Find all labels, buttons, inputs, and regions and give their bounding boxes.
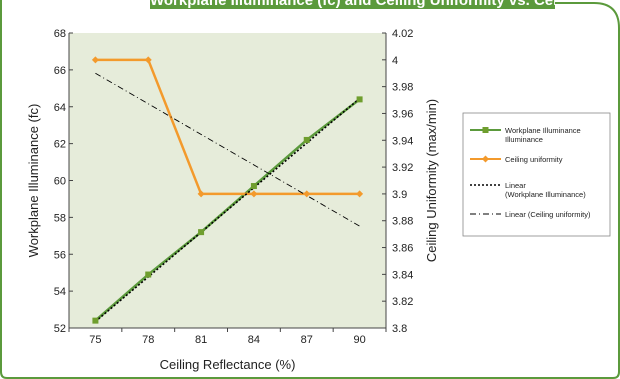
legend-marker-illuminance [482,127,489,133]
illuminance-point [356,96,363,103]
legend-label: Linear (Ceiling uniformity) [505,210,591,219]
y-left-tick-label: 60 [54,176,66,188]
legend-marker-uniformity [482,155,489,163]
y-right-tick-label: 3.9 [392,189,407,201]
y-left-tick-label: 64 [54,102,66,114]
illuminance-point [250,183,257,190]
x-tick-label: 78 [142,334,154,346]
y-right-tick-label: 4.02 [392,28,413,40]
header-bar [150,0,555,9]
illuminance-point [92,317,99,324]
uniformity-point [91,56,99,64]
legend-label: Linear [505,181,526,190]
legend-label: Workplane Illuminance [505,126,581,135]
y-left-tick-label: 68 [54,28,66,40]
uniformity-point [250,190,258,198]
chart-title: Workplane Illuminance (fc) and Ceiling U… [150,0,555,9]
illuminance-point [145,271,152,278]
y-left-tick-label: 54 [54,286,66,298]
y-right-axis-title: Ceiling Uniformity (max/min) [424,99,439,262]
illuminance-point [198,229,205,236]
legend-box [462,112,611,237]
y-left-axis-title: Workplane Illuminance (fc) [26,104,41,258]
y-left-tick-label: 62 [54,139,66,151]
plot-background [69,33,386,328]
uniformity-point [197,190,205,198]
legend-label: (Workplane Illuminance) [505,190,586,199]
x-tick-label: 90 [353,334,365,346]
y-left-tick-label: 58 [54,212,66,224]
x-tick-label: 84 [248,334,260,346]
uniformity-point [303,190,311,198]
y-right-tick-label: 3.8 [392,323,407,335]
x-axis-title: Ceiling Reflectance (%) [160,357,296,372]
illuminance-point [303,136,310,143]
y-right-tick-label: 3.94 [392,135,413,147]
y-left-tick-label: 52 [54,323,66,335]
x-tick-label: 75 [89,334,101,346]
legend-label: Ceiling uniformity [505,155,563,164]
series-line-uniformity [95,58,360,196]
y-right-tick-label: 3.82 [392,296,413,308]
y-right-tick-label: 3.86 [392,243,413,255]
x-tick-label: 87 [301,334,313,346]
y-right-tick-label: 3.98 [392,82,413,94]
uniformity-point [356,190,364,198]
y-right-tick-label: 3.96 [392,108,413,120]
trendline-uniformity [95,72,360,227]
legend-label: Illuminance [505,135,543,144]
y-right-tick-label: 4 [392,55,398,67]
y-right-tick-label: 3.88 [392,216,413,228]
y-left-tick-label: 66 [54,65,66,77]
x-tick-label: 81 [195,334,207,346]
uniformity-point [144,56,152,64]
y-right-tick-label: 3.92 [392,162,413,174]
y-right-tick-label: 3.84 [392,269,413,281]
trendline-illuminance [94,97,361,323]
y-left-tick-label: 56 [54,249,66,261]
